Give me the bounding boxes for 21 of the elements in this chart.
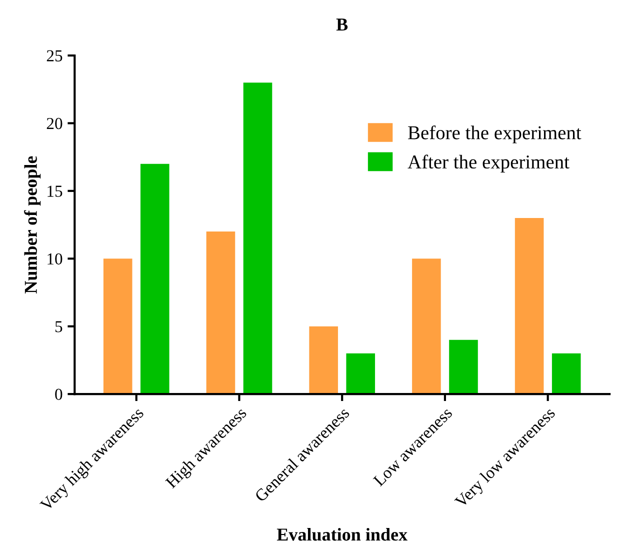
chart-title: B (336, 18, 348, 31)
y-axis-title: Number of people (24, 156, 41, 294)
bar (206, 232, 236, 394)
y-tick-label: 10 (48, 253, 62, 265)
legend-label: Before the experiment (408, 125, 582, 144)
y-tick-label: 25 (46, 50, 62, 62)
y-tick-label: 5 (55, 321, 62, 332)
legend-label: After the experiment (408, 154, 570, 173)
y-tick-label: 0 (55, 388, 62, 400)
bar (309, 326, 338, 394)
y-tick-label: 15 (48, 186, 62, 197)
bar (449, 340, 478, 394)
bar (140, 164, 170, 394)
x-axis-title: Evaluation index (276, 528, 408, 541)
bar (103, 258, 132, 394)
y-tick-label: 20 (46, 118, 62, 130)
bar (346, 353, 376, 394)
bar (412, 258, 441, 394)
bar (514, 218, 544, 394)
bar (552, 353, 581, 394)
bar (243, 82, 272, 394)
